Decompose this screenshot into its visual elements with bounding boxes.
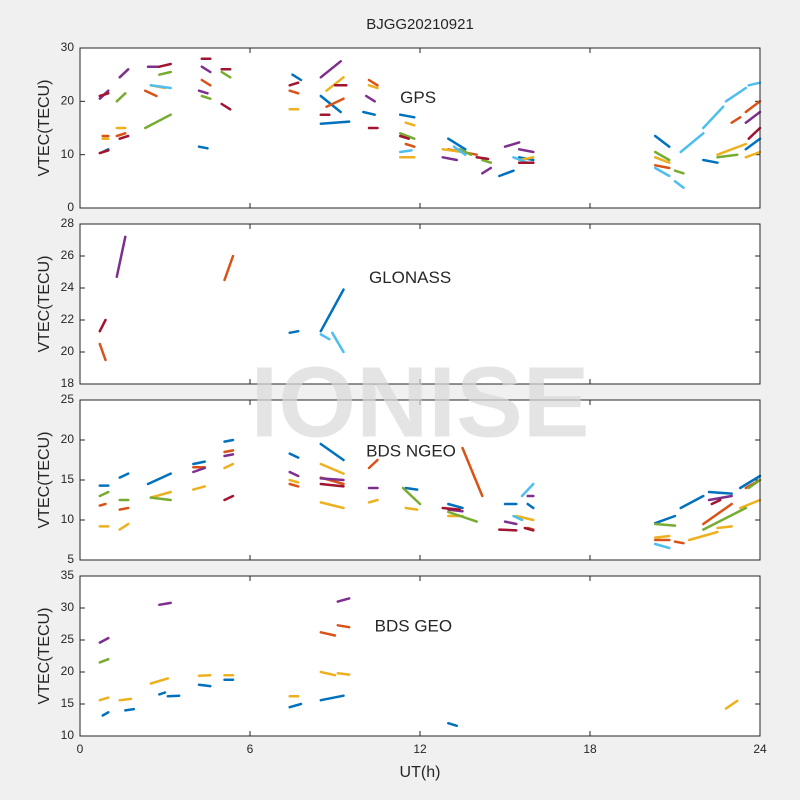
- y-tick-label: 20: [61, 664, 75, 678]
- annotation: GPS: [400, 88, 436, 107]
- y-tick-label: 20: [61, 432, 75, 446]
- data-line: [101, 678, 459, 728]
- axes-box: [79, 47, 761, 209]
- data-line: [149, 81, 762, 189]
- y-tick-label: 10: [61, 512, 75, 526]
- data-line: [223, 482, 722, 532]
- axes-box: [79, 399, 761, 561]
- x-tick-label: 6: [247, 742, 254, 756]
- data-line: [98, 657, 110, 664]
- y-tick-label: 10: [61, 728, 75, 742]
- data-line: [98, 670, 739, 710]
- annotation: BDS GEO: [375, 617, 452, 636]
- data-line: [512, 482, 671, 550]
- data-line: [98, 254, 235, 362]
- annotation: GLONASS: [369, 268, 451, 287]
- y-tick-label: 25: [61, 632, 75, 646]
- x-axis-label: UT(h): [400, 764, 441, 781]
- axes-box: [79, 575, 761, 737]
- data-line: [98, 478, 762, 531]
- data-line: [319, 624, 351, 637]
- y-tick-label: 18: [61, 376, 75, 390]
- axes-background: [80, 224, 760, 384]
- y-axis-label: VTEC(TECU): [36, 432, 53, 529]
- y-tick-label: 5: [67, 552, 74, 566]
- data-line: [98, 462, 762, 542]
- y-tick-label: 0: [67, 200, 74, 214]
- y-tick-label: 15: [61, 696, 75, 710]
- data-line: [98, 57, 762, 164]
- chart-title: BJGG20210921: [366, 16, 474, 33]
- y-tick-label: 26: [61, 248, 75, 262]
- y-tick-label: 30: [61, 600, 75, 614]
- y-axis-label: VTEC(TECU): [36, 608, 53, 705]
- data-line: [288, 288, 345, 335]
- data-line: [115, 70, 739, 175]
- x-tick-label: 24: [753, 742, 767, 756]
- y-tick-label: 20: [61, 344, 75, 358]
- data-line: [319, 331, 345, 354]
- y-tick-label: 10: [61, 147, 75, 161]
- y-tick-label: 25: [61, 392, 75, 406]
- data-line: [98, 318, 107, 333]
- axes-background: [80, 576, 760, 736]
- watermark: IONISE: [251, 346, 590, 458]
- y-axis-label: VTEC(TECU): [36, 256, 53, 353]
- annotation: BDS NGEO: [366, 441, 456, 460]
- y-tick-label: 15: [61, 472, 75, 486]
- data-line: [115, 235, 127, 279]
- y-tick-label: 35: [61, 568, 75, 582]
- x-tick-label: 12: [413, 742, 427, 756]
- y-axis-label: VTEC(TECU): [36, 80, 53, 177]
- y-tick-label: 24: [61, 280, 75, 294]
- data-line: [98, 597, 351, 644]
- x-tick-label: 0: [77, 742, 84, 756]
- axes-background: [80, 400, 760, 560]
- x-tick-label: 18: [583, 742, 597, 756]
- y-tick-label: 30: [61, 40, 75, 54]
- y-tick-label: 20: [61, 94, 75, 108]
- axes-background: [80, 48, 760, 208]
- data-line: [98, 438, 762, 525]
- axes-box: [79, 223, 761, 385]
- y-tick-label: 22: [61, 312, 75, 326]
- y-tick-label: 28: [61, 216, 75, 230]
